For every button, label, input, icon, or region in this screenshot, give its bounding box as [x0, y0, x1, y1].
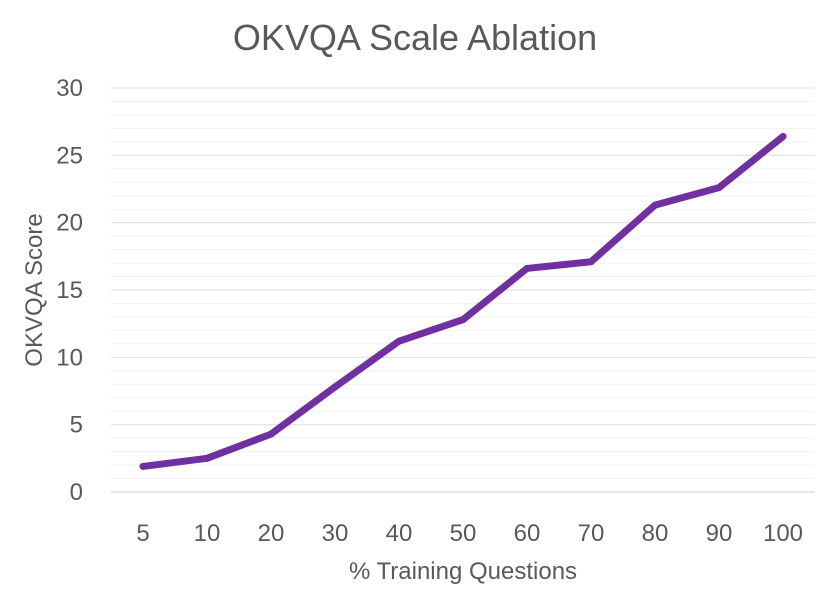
x-tick-label: 60 [514, 520, 541, 547]
data-point [267, 430, 275, 438]
x-axis-ticks: 5 10 20 30 40 50 60 70 80 90 100 [136, 520, 803, 547]
x-tick-label: 5 [136, 520, 149, 547]
y-tick-label: 15 [56, 277, 83, 304]
y-axis-label: OKVQA Score [21, 213, 48, 366]
series-line [139, 132, 787, 470]
y-tick-label: 20 [56, 210, 83, 237]
x-tick-label: 90 [706, 520, 733, 547]
x-tick-label: 40 [386, 520, 413, 547]
x-tick-label: 10 [194, 520, 221, 547]
y-tick-label: 5 [70, 412, 83, 439]
data-point [651, 201, 659, 209]
y-tick-label: 25 [56, 142, 83, 169]
data-point [459, 316, 467, 324]
x-tick-label: 50 [450, 520, 477, 547]
data-point [395, 337, 403, 345]
y-tick-label: 0 [70, 479, 83, 506]
data-point [139, 462, 147, 470]
chart-title: OKVQA Scale Ablation [233, 17, 597, 58]
data-point [779, 132, 787, 140]
series-group [139, 132, 787, 470]
data-point [203, 454, 211, 462]
data-point [715, 184, 723, 192]
x-tick-label: 80 [642, 520, 669, 547]
x-axis-label: % Training Questions [349, 558, 577, 585]
gridlines [111, 87, 815, 493]
x-tick-label: 30 [322, 520, 349, 547]
y-tick-label: 30 [56, 75, 83, 102]
data-point [331, 383, 339, 391]
data-point [523, 264, 531, 272]
y-tick-label: 10 [56, 344, 83, 371]
x-tick-label: 70 [578, 520, 605, 547]
x-tick-label: 20 [258, 520, 285, 547]
data-point [587, 258, 595, 266]
x-tick-label: 100 [763, 520, 803, 547]
y-axis-ticks: 0 5 10 15 20 25 30 [56, 75, 83, 506]
